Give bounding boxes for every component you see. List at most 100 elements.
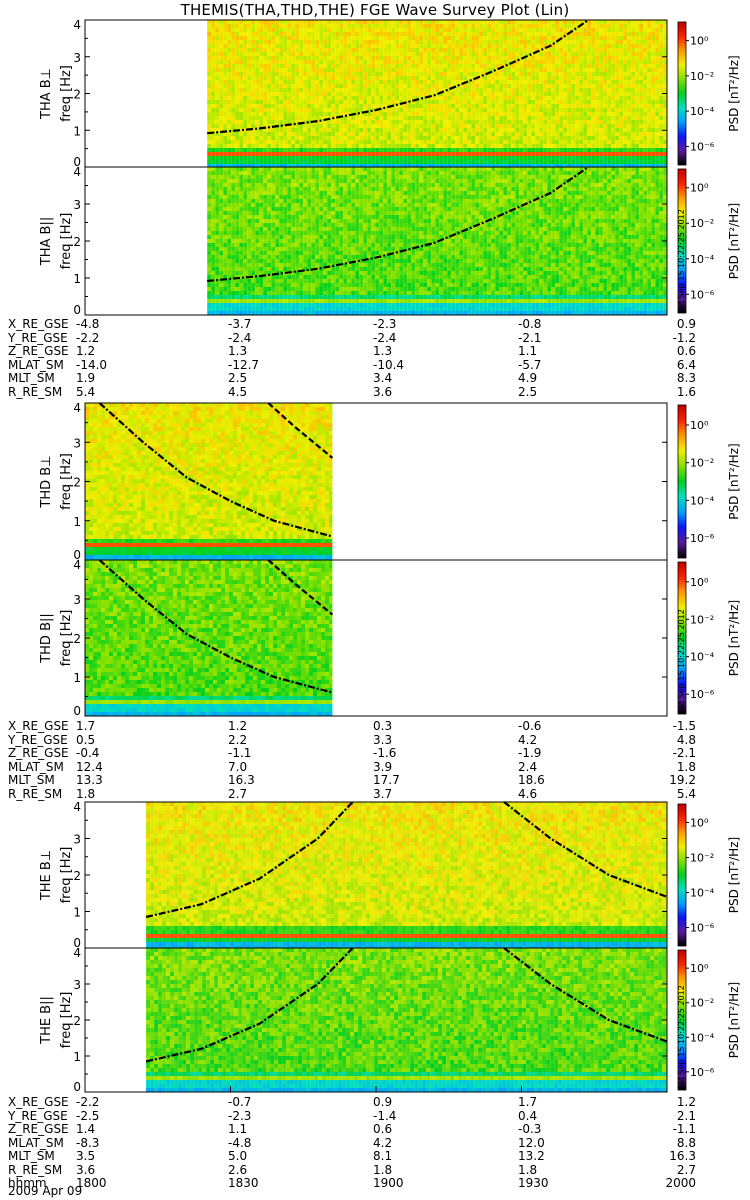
orbit-value: 1.8 [76,787,95,802]
ytick-label-the-bpar-1: 1 [73,1050,81,1064]
date-label: 2009 Apr 09 [8,1184,82,1198]
orbit-table-thd: X_RE_GSE 1.7 1.2 0.3 -0.6 -1.5 Y_RE_GSE 0.5 2.2 3… [8,719,728,802]
orbit-value: -2.3 [373,317,396,332]
ytick-label-thd-bperp-1: 1 [73,515,81,529]
orbit-row-hhmm: hhmm 1800 1830 1900 1930 2000 [8,1176,728,1191]
curve-the-bperp-1 [503,801,668,898]
orbit-value: -4.8 [76,317,99,332]
ytick-label-tha-bpar-2: 2 [73,235,81,249]
orbit-table-the: X_RE_GSE -2.2 -0.7 0.9 1.7 1.2 Y_RE_GSE -2.5 -2.… [8,1095,728,1191]
orbit-value: 1930 [518,1176,549,1191]
orbit-value: 1.8 [518,1163,537,1178]
orbit-value: -2.3 [228,1109,251,1124]
orbit-row-y-re-gse: Y_RE_GSE -2.5 -2.3 -1.4 0.4 2.1 [8,1109,728,1124]
orbit-label: R_RE_SM [8,385,62,400]
orbit-value: 17.7 [373,773,400,788]
colorbar-tick-label-thd-bperp-0: 10⁰ [690,419,709,432]
orbit-row-z-re-gse: Z_RE_GSE 1.2 1.3 1.3 1.1 0.6 [8,344,728,359]
orbit-value: 2.7 [677,1163,696,1178]
orbit-value: 0.3 [373,719,392,734]
orbit-value: 7.0 [228,760,247,775]
time-stamp-tha: Sat Sep 15 10:22:25 2012 [677,209,686,314]
colorbar-tick-label-tha-bperp-2: 10⁻⁴ [690,105,715,118]
orbit-label: X_RE_GSE [8,719,69,734]
page-title: THEMIS(THA,THD,THE) FGE Wave Survey Plot… [0,1,750,19]
panel-label-the-bpar: THE B|| [39,996,54,1045]
orbit-row-mlat-sm: MLAT_SM -14.0 -12.7 -10.4 -5.7 6.4 [8,358,728,373]
orbit-value: 5.0 [228,1149,247,1164]
colorbar-tick-label-tha-bpar-3: 10⁻⁶ [690,288,715,301]
ytick-label-tha-bperp-4: 4 [73,18,81,32]
orbit-row-y-re-gse: Y_RE_GSE -2.2 -2.4 -2.4 -2.1 -1.2 [8,331,728,346]
orbit-value: 1.2 [76,344,95,359]
panel-label-the-bperp: THE B⊥ [39,850,54,901]
orbit-row-z-re-gse: Z_RE_GSE -0.4 -1.1 -1.6 -1.9 -2.1 [8,746,728,761]
orbit-value: 1.6 [677,385,696,400]
colorbar-label-thd-bperp: PSD [nT²/Hz] [727,443,741,519]
colorbar-tick-label-thd-bpar-0: 10⁰ [690,576,709,589]
orbit-value: -0.6 [518,719,541,734]
orbit-value: 0.4 [518,1109,537,1124]
curve-thd-bperp-0 [98,402,333,538]
orbit-row-mlt-sm: MLT_SM 13.3 16.3 17.7 18.6 19.2 [8,773,728,788]
panel-label-thd-bperp: THD B⊥ [39,455,54,508]
ytick-label-the-bpar-0: 0 [73,1080,81,1094]
ytick-label-the-bperp-0: 0 [73,936,81,950]
colorbar-bar-the-bpar [677,949,687,1091]
ytick-label-thd-bperp-2: 2 [73,476,81,490]
orbit-label: MLAT_SM [8,760,64,775]
ylabel-tha-bperp: freq [Hz] [59,65,74,122]
orbit-label: MLAT_SM [8,1136,64,1151]
orbit-value: 1.9 [76,371,95,386]
colorbar-tick-label-thd-bperp-2: 10⁻⁴ [690,494,715,507]
colorbar-tick-label-tha-bperp-3: 10⁻⁶ [690,140,715,153]
colorbar-tick-label-tha-bperp-0: 10⁰ [690,35,709,48]
colorbar-tick-label-tha-bperp-1: 10⁻² [690,70,714,83]
ytick-label-tha-bperp-0: 0 [73,155,81,169]
colorbar-bar-the-bperp [677,803,687,947]
curve-tha-bpar-0 [207,166,590,283]
heatmap-thd-bpar [85,560,333,716]
spectrogram-panel-tha-bperp: 0 1 2 3 4 THA B⊥ freq [Hz] 10⁰ 10⁻² 10⁻⁴ 10⁻⁶ PSD [… [39,18,741,169]
orbit-value: 2.5 [228,371,247,386]
orbit-value: -2.2 [76,1095,99,1110]
ytick-label-the-bperp-2: 2 [73,869,81,883]
orbit-value: 19.2 [669,773,696,788]
panel-label-thd-bpar: THD B|| [39,613,54,664]
orbit-value: -1.1 [673,1122,696,1137]
orbit-value: 1.1 [518,344,537,359]
colorbar-tick-label-the-bpar-3: 10⁻⁶ [690,1066,715,1079]
orbit-value: 2.6 [228,1163,247,1178]
orbit-value: 1.7 [518,1095,537,1110]
orbit-value: 3.3 [373,733,392,748]
orbit-value: 4.9 [518,371,537,386]
orbit-label: MLT_SM [8,773,55,788]
orbit-row-r-re-sm: R_RE_SM 5.4 4.5 3.6 2.5 1.6 [8,385,728,400]
time-stamp-thd: Sat Sep 15 10:22:25 2012 [677,609,686,714]
ylabel-tha-bpar: freq [Hz] [59,213,74,270]
orbit-value: 0.9 [677,317,696,332]
orbit-value: 3.9 [373,760,392,775]
orbit-value: 12.0 [518,1136,545,1151]
curve-thd-bperp-1 [267,402,334,459]
ytick-label-thd-bpar-2: 2 [73,632,81,646]
orbit-label: Y_RE_GSE [8,331,68,346]
colorbar-tha-bpar: 10⁰ 10⁻² 10⁻⁴ 10⁻⁶ PSD [nT²/Hz] [677,168,741,314]
colorbar-the-bperp: 10⁰ 10⁻² 10⁻⁴ 10⁻⁶ PSD [nT²/Hz] [677,803,741,947]
orbit-row-y-re-gse: Y_RE_GSE 0.5 2.2 3.3 4.2 4.8 [8,733,728,748]
orbit-table-tha: X_RE_GSE -4.8 -3.7 -2.3 -0.8 0.9 Y_RE_GSE -2.2 -… [8,317,728,400]
orbit-value: 8.3 [677,371,696,386]
ytick-label-the-bperp-4: 4 [73,800,81,814]
orbit-value: 4.5 [228,385,247,400]
colorbar-label-the-bperp: PSD [nT²/Hz] [727,837,741,913]
orbit-label: MLT_SM [8,371,55,386]
orbit-row-x-re-gse: X_RE_GSE -2.2 -0.7 0.9 1.7 1.2 [8,1095,728,1110]
heatmap-thd-bperp [85,403,333,560]
orbit-value: 6.4 [677,358,696,373]
orbit-value: 4.2 [518,733,537,748]
colorbar-tick-label-the-bpar-2: 10⁻⁴ [690,1031,715,1044]
orbit-value: 1.7 [76,719,95,734]
ytick-label-the-bpar-4: 4 [73,946,81,960]
curve-tha-bperp-0 [207,19,590,135]
